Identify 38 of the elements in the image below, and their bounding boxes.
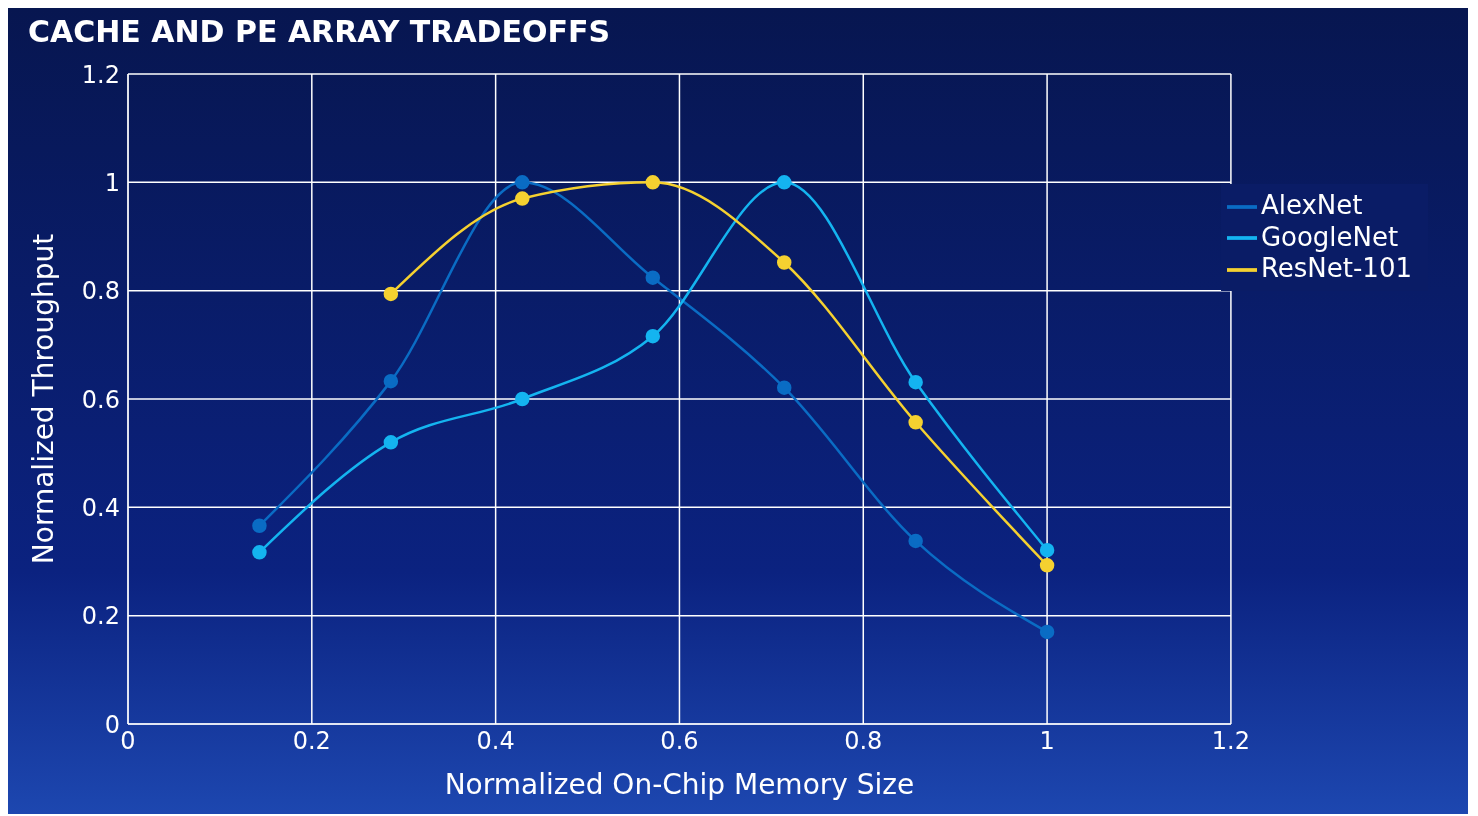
y-tick-label: 1.2 — [81, 60, 120, 89]
point — [1039, 542, 1055, 558]
y-axis-title: Normalized Throughput — [26, 233, 60, 565]
y-tick-label: 0.4 — [81, 493, 120, 522]
x-tick-label: 0.2 — [292, 727, 331, 756]
point — [908, 415, 923, 430]
legend-label: AlexNet — [1260, 190, 1363, 220]
point — [645, 270, 661, 285]
y-tick-label: 0.2 — [81, 602, 120, 631]
point — [776, 175, 792, 190]
y-tick-label: 0.6 — [81, 385, 120, 414]
point — [645, 328, 661, 344]
legend-label: ResNet-101 — [1260, 253, 1412, 283]
point — [645, 175, 661, 190]
point — [515, 191, 530, 206]
point — [515, 175, 530, 190]
point — [252, 545, 267, 560]
x-tick-label: 0.6 — [660, 727, 699, 756]
point — [515, 391, 530, 407]
x-tick-label: 1 — [1039, 727, 1055, 756]
point — [252, 518, 267, 533]
point — [383, 435, 399, 450]
point — [908, 533, 923, 549]
point — [383, 373, 399, 389]
legend-label: GoogleNet — [1260, 221, 1399, 252]
y-tick-label: 1 — [104, 168, 120, 197]
x-axis-title: Normalized On-Chip Memory Size — [444, 768, 915, 801]
point — [383, 286, 399, 302]
point — [776, 380, 792, 395]
x-tick-label: 0.8 — [844, 727, 883, 756]
point — [1039, 558, 1055, 573]
point — [776, 255, 792, 270]
x-tick-label: 1.2 — [1211, 727, 1250, 756]
y-tick-label: 0.8 — [81, 277, 120, 306]
point — [908, 374, 923, 390]
point — [1039, 624, 1055, 640]
x-tick-label: 0.4 — [476, 727, 515, 756]
chart-title: CACHE AND PE ARRAY TRADEOFFS — [27, 13, 612, 51]
